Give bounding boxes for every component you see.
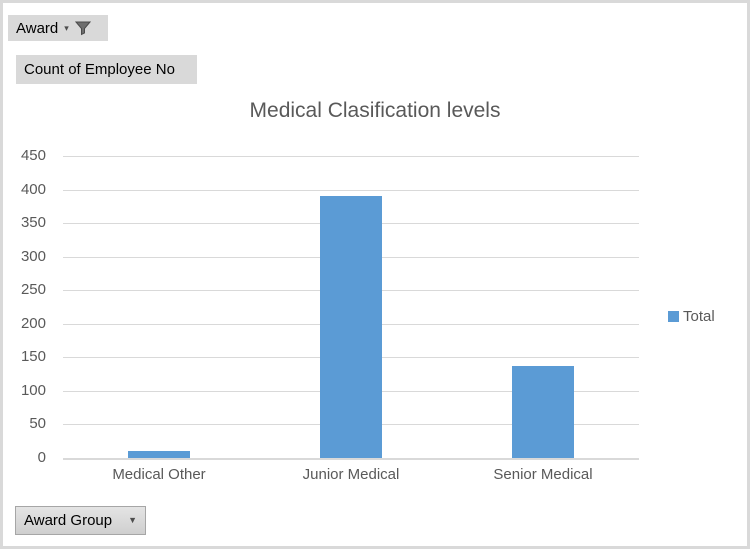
gridline [63,189,639,191]
filter-field-label: Award [16,19,59,37]
y-axis-tick-label: 250 [20,281,46,299]
values-field-button[interactable]: Count of Employee No [16,55,197,84]
values-field-label: Count of Employee No [24,61,175,78]
bar[interactable] [512,366,574,458]
x-axis-category-label: Senior Medical [493,466,593,483]
legend-swatch [668,311,679,322]
chevron-down-icon: ▾ [64,22,69,33]
bar[interactable] [128,451,190,458]
legend-label: Total [683,308,715,325]
axis-field-label: Award Group [24,512,113,529]
bar[interactable] [320,196,382,458]
y-axis-tick-label: 450 [20,147,46,164]
gridline [63,156,639,157]
y-axis-tick-label: 300 [20,247,46,265]
funnel-icon [74,20,91,36]
y-axis-tick-label: 200 [20,314,46,332]
chevron-down-icon: ▼ [128,515,137,525]
y-axis-tick-label: 350 [20,214,46,232]
y-axis-tick-label: 50 [29,415,46,433]
x-axis-category-label: Junior Medical [302,466,400,483]
chart-title[interactable]: Medical Clasification levels [249,99,501,122]
y-axis-tick-label: 400 [20,180,46,198]
legend[interactable]: Total [668,308,715,325]
y-axis-tick-label: 150 [20,348,46,366]
y-axis-tick-label: 100 [20,381,46,399]
x-axis-line [63,458,639,460]
x-axis-category-label: Medical Other [112,466,206,483]
y-axis-tick-label: 0 [37,449,46,466]
report-filter-button[interactable]: Award ▾ [8,15,108,41]
axis-field-button[interactable]: Award Group ▼ [15,506,146,535]
